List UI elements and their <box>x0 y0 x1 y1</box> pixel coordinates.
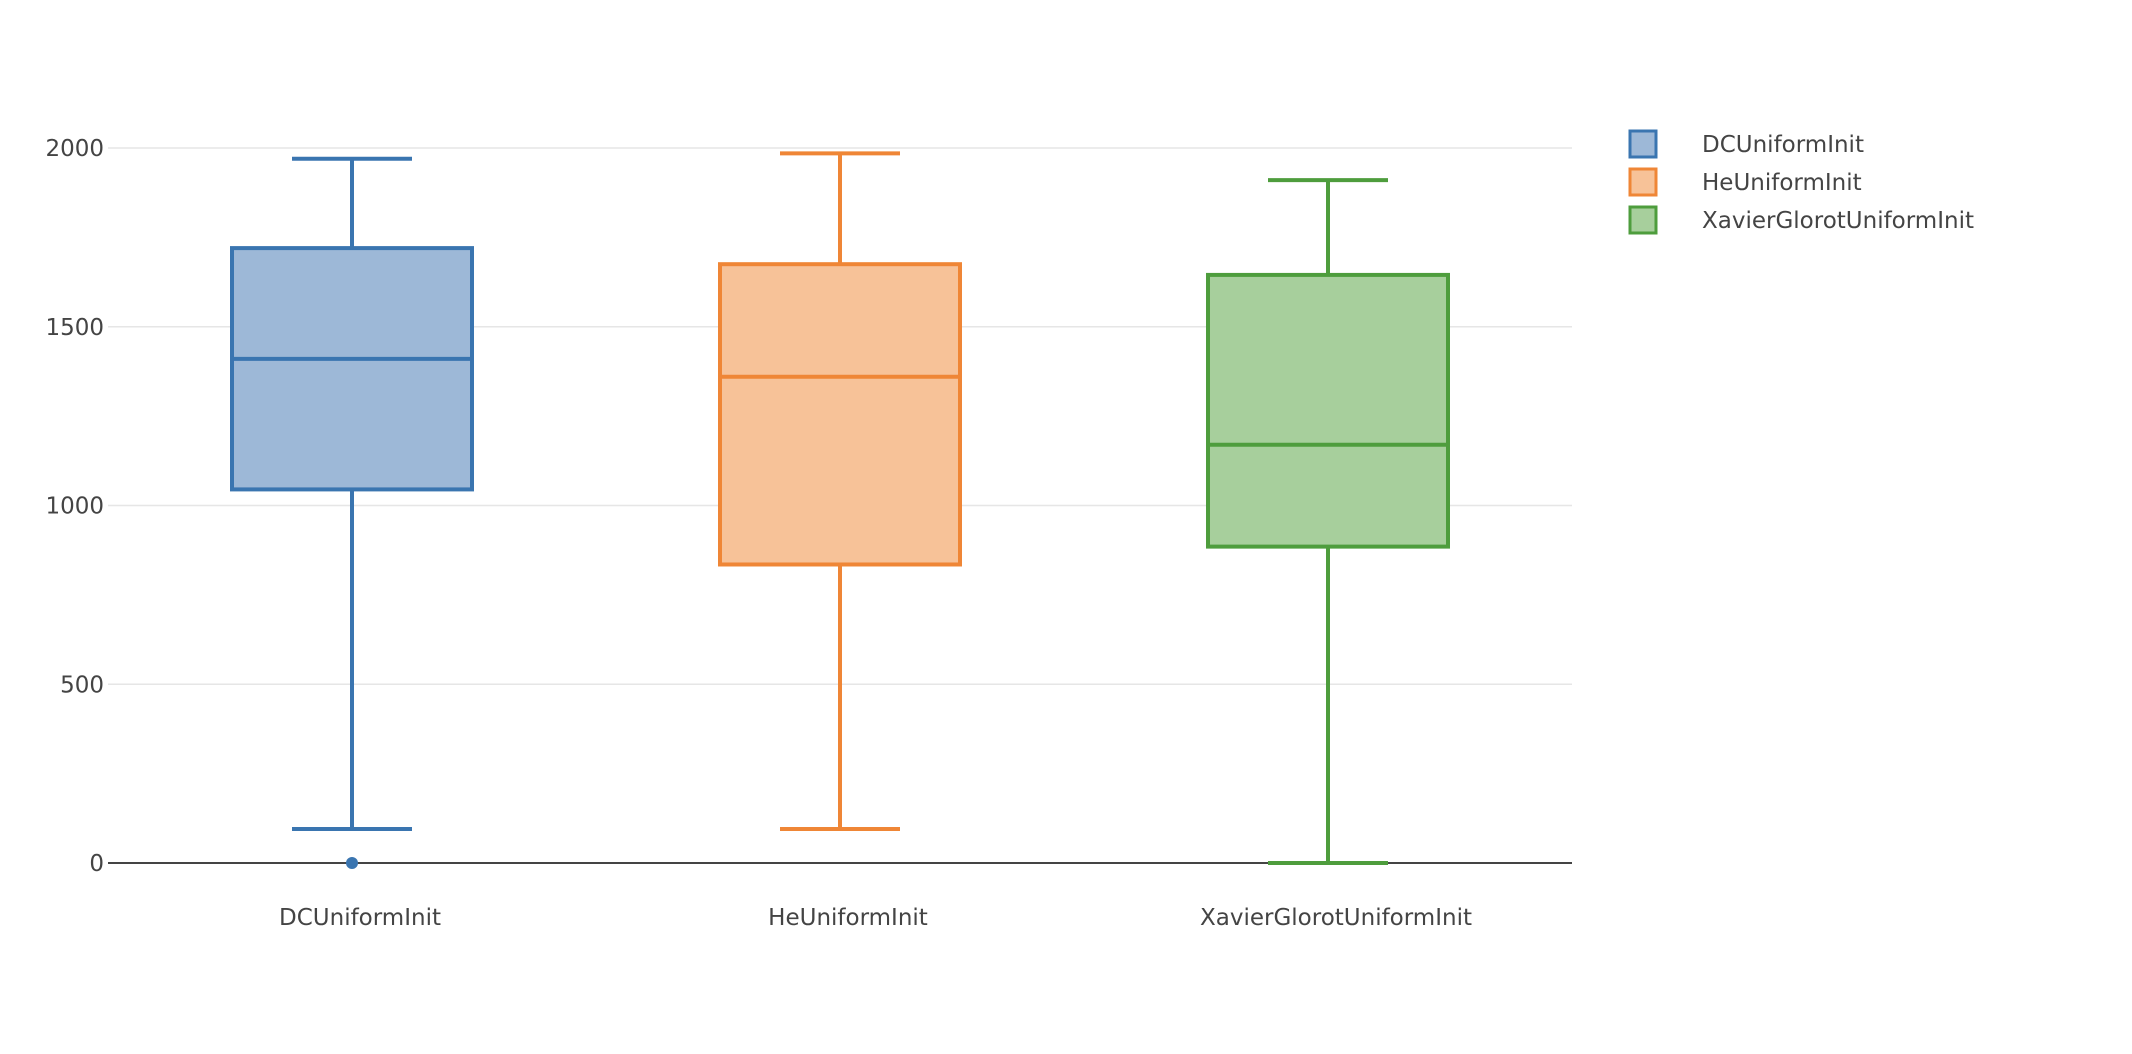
box-iqr <box>230 246 474 492</box>
outlier-point <box>346 857 358 869</box>
box-iqr <box>1206 272 1450 549</box>
legend-item-HeUniformInit[interactable]: HeUniformInit <box>1628 167 1862 197</box>
legend[interactable]: DCUniformInit HeUniformInit XavierGlorotUn… <box>1628 129 1974 235</box>
y-tick-label: 1500 <box>45 315 104 341</box>
legend-swatch <box>1628 205 1658 235</box>
box-DCUniformInit <box>230 156 474 869</box>
legend-swatch <box>1628 129 1658 159</box>
legend-item-DCUniformInit[interactable]: DCUniformInit <box>1628 129 1864 159</box>
box-iqr <box>718 262 962 567</box>
x-tick-label: DCUniformInit <box>279 905 441 931</box>
legend-swatch <box>1628 167 1658 197</box>
y-axis: 0 500 1000 1500 2000 <box>45 136 104 877</box>
legend-label: XavierGlorotUniformInit <box>1702 208 1974 234</box>
y-tick-label: 0 <box>89 851 104 877</box>
legend-label: HeUniformInit <box>1702 170 1862 196</box>
y-tick-label: 500 <box>60 672 104 698</box>
box-XavierGlorotUniformInit <box>1206 178 1450 865</box>
x-tick-label: HeUniformInit <box>768 905 928 931</box>
box-series <box>230 151 1450 869</box>
y-tick-label: 2000 <box>45 136 104 162</box>
y-tick-label: 1000 <box>45 494 104 520</box>
x-axis: DCUniformInit HeUniformInit XavierGlorotUn… <box>279 905 1472 931</box>
legend-label: DCUniformInit <box>1702 132 1864 158</box>
legend-item-XavierGlorotUniformInit[interactable]: XavierGlorotUniformInit <box>1628 205 1974 235</box>
x-tick-label: XavierGlorotUniformInit <box>1200 905 1472 931</box>
box-HeUniformInit <box>718 151 962 832</box>
